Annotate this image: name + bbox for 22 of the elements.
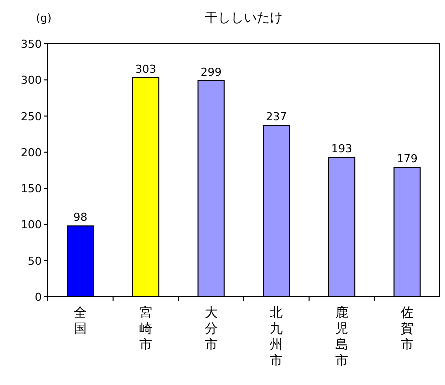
data-label: 299 — [200, 66, 222, 79]
chart-title: 干ししいたけ — [205, 11, 283, 26]
data-label: 98 — [74, 211, 88, 224]
y-tick-label: 350 — [21, 38, 42, 51]
x-tick-label: 宮崎市 — [140, 305, 152, 353]
data-label: 193 — [332, 142, 352, 156]
y-tick-label: 0 — [35, 291, 42, 304]
y-tick-label: 50 — [28, 254, 42, 268]
x-tick-label: 鹿児島市 — [336, 306, 348, 369]
y-axis-title: (g) — [36, 12, 52, 25]
y-tick-label: 100 — [21, 218, 42, 232]
x-tick-label: 全国 — [74, 306, 88, 337]
x-tick-label: 北九州市 — [270, 306, 284, 369]
y-tick-label: 150 — [21, 182, 42, 196]
data-label: 303 — [136, 62, 156, 76]
y-tick-label: 300 — [21, 74, 42, 88]
data-label: 179 — [396, 152, 418, 166]
data-label: 237 — [266, 110, 288, 124]
x-tick-label: 佐賀市 — [400, 306, 414, 353]
y-tick-label: 250 — [21, 110, 42, 124]
x-tick-label: 大分市 — [204, 306, 218, 353]
y-tick-label: 200 — [21, 146, 42, 160]
